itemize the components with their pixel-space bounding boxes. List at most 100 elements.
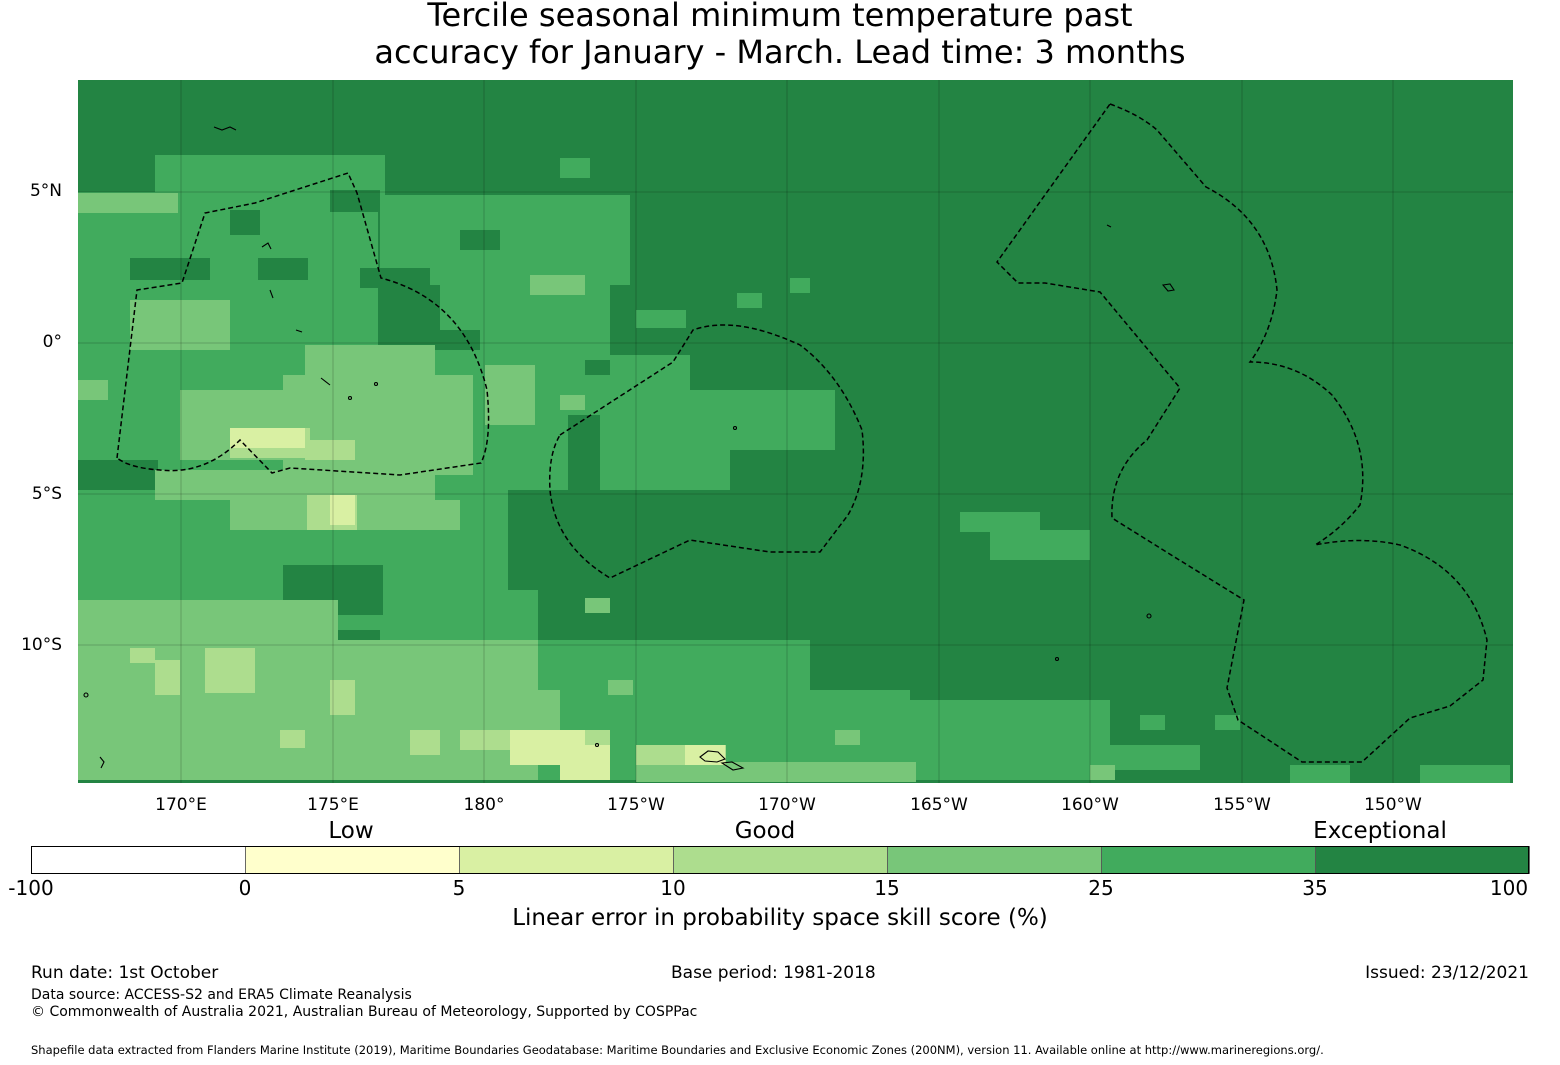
- category-good: Good: [734, 818, 796, 844]
- skill-cell: [78, 380, 108, 400]
- lon-label-170e: 170°E: [155, 795, 207, 815]
- skill-cell: [1090, 765, 1115, 780]
- skill-cell: [1290, 765, 1350, 783]
- skill-cell: [560, 745, 610, 780]
- lon-label-175w: 175°W: [607, 795, 665, 815]
- skill-cell: [790, 278, 810, 293]
- skill-patches: [78, 155, 1510, 783]
- skill-cell: [585, 360, 610, 375]
- category-exceptional: Exceptional: [1313, 818, 1447, 844]
- island: [594, 742, 600, 748]
- skill-cell: [410, 730, 440, 755]
- skill-cell: [665, 390, 835, 450]
- copyright: © Commonwealth of Australia 2021, Austra…: [31, 1004, 698, 1020]
- skill-cell: [960, 512, 1040, 532]
- colorbar-segment: [673, 846, 888, 874]
- eez-boundary: [116, 172, 490, 476]
- lon-label-150w: 150°W: [1364, 795, 1422, 815]
- island: [295, 329, 303, 333]
- skill-cell: [280, 730, 305, 748]
- skill-cell: [1420, 765, 1510, 783]
- lon-label-155w: 155°W: [1213, 795, 1271, 815]
- island: [347, 395, 353, 401]
- skill-cell: [636, 310, 686, 328]
- skill-cell: [305, 345, 435, 385]
- island: [1161, 283, 1175, 292]
- skill-cell: [305, 440, 355, 460]
- lat-label-0: 0°: [42, 332, 62, 352]
- lon-label-160w: 160°W: [1061, 795, 1119, 815]
- skill-cell: [205, 648, 255, 693]
- skill-cell: [130, 648, 155, 663]
- skill-cell: [530, 275, 585, 295]
- colorbar-tick: -100: [8, 876, 54, 900]
- data-source: Data source: ACCESS-S2 and ERA5 Climate …: [31, 987, 412, 1003]
- lon-label-170w: 170°W: [758, 795, 816, 815]
- island: [320, 377, 331, 386]
- colorbar-segment: [887, 846, 1102, 874]
- shapefile-credit: Shapefile data extracted from Flanders M…: [31, 1043, 1324, 1057]
- skill-cell: [608, 680, 633, 695]
- skill-cell: [230, 428, 305, 448]
- skill-cell: [636, 762, 916, 782]
- island: [1146, 613, 1152, 619]
- chart-title-line-1: Tercile seasonal minimum temperature pas…: [427, 0, 1133, 34]
- colorbar-tick: 100: [1489, 876, 1529, 900]
- lat-label-10s: 10°S: [21, 635, 62, 655]
- eez-boundary: [548, 324, 865, 579]
- skill-cell: [560, 158, 590, 178]
- skill-cell: [790, 690, 910, 720]
- skill-cell: [585, 598, 610, 613]
- skill-cell: [355, 158, 385, 178]
- lat-label-5n: 5°N: [29, 181, 62, 201]
- map-area: [78, 80, 1513, 783]
- island: [1106, 224, 1112, 228]
- skill-cell: [835, 730, 860, 745]
- skill-cell: [230, 210, 260, 235]
- colorbar-label: Linear error in probability space skill …: [512, 905, 1048, 931]
- coastlines: [83, 126, 1175, 771]
- island: [699, 750, 726, 763]
- skill-cell: [737, 293, 762, 308]
- skill-cell: [155, 470, 435, 500]
- island: [99, 756, 105, 769]
- colorbar-segment: [459, 846, 674, 874]
- skill-cell: [130, 300, 230, 350]
- colorbar-segment: [245, 846, 460, 874]
- lon-label-180: 180°: [463, 795, 505, 815]
- island: [83, 692, 89, 698]
- colorbar-tick: 25: [1088, 876, 1114, 900]
- run-date: Run date: 1st October: [31, 963, 219, 983]
- lon-label-165w: 165°W: [910, 795, 968, 815]
- island: [269, 289, 274, 299]
- skill-cell: [258, 258, 308, 280]
- colorbar-segment: [31, 846, 246, 874]
- skill-cell: [330, 495, 355, 525]
- eez-boundary: [996, 103, 1488, 763]
- skill-cell: [78, 193, 178, 213]
- skill-cell: [485, 365, 535, 425]
- island: [720, 761, 745, 771]
- base-period: Base period: 1981-2018: [671, 963, 876, 983]
- skill-cell: [130, 258, 210, 280]
- colorbar-segment: [1101, 846, 1316, 874]
- skill-cell: [990, 530, 1090, 560]
- issued-date: Issued: 23/12/2021: [1365, 963, 1529, 983]
- island: [213, 126, 237, 131]
- lat-label-5s: 5°S: [31, 484, 62, 504]
- island: [261, 242, 272, 250]
- skill-cell: [330, 190, 380, 212]
- island: [373, 381, 379, 387]
- eez-boundaries: [116, 103, 1488, 763]
- skill-cell: [685, 745, 725, 765]
- skill-cell: [1140, 715, 1165, 730]
- skill-cell: [205, 175, 285, 195]
- lon-label-175e: 175°E: [307, 795, 359, 815]
- chart-title-line-2: accuracy for January - March. Lead time:…: [374, 33, 1186, 71]
- skill-cell: [560, 395, 585, 410]
- colorbar-tick: 15: [874, 876, 900, 900]
- skill-cell: [330, 680, 355, 715]
- colorbar-tick: 35: [1302, 876, 1328, 900]
- colorbar-tick: 5: [452, 876, 466, 900]
